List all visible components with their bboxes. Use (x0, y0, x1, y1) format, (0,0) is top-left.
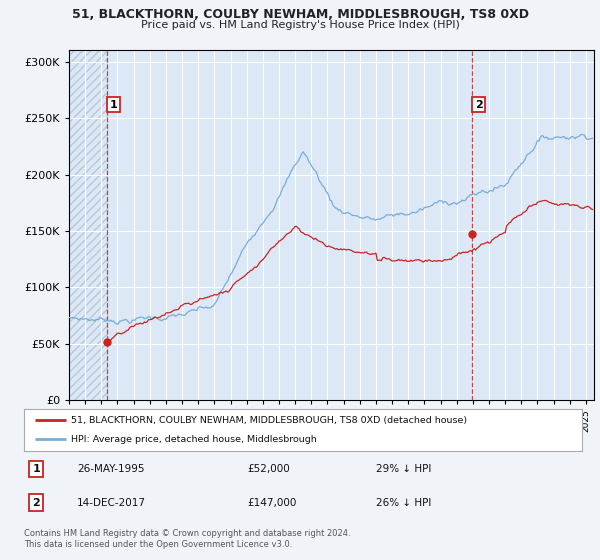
Text: 2: 2 (475, 100, 482, 110)
Text: 26-MAY-1995: 26-MAY-1995 (77, 464, 145, 474)
Text: 1: 1 (32, 464, 40, 474)
Text: 26% ↓ HPI: 26% ↓ HPI (376, 498, 431, 507)
Text: £52,000: £52,000 (247, 464, 290, 474)
Text: Contains HM Land Registry data © Crown copyright and database right 2024.
This d: Contains HM Land Registry data © Crown c… (24, 529, 350, 549)
Text: 14-DEC-2017: 14-DEC-2017 (77, 498, 146, 507)
Text: 29% ↓ HPI: 29% ↓ HPI (376, 464, 431, 474)
Text: HPI: Average price, detached house, Middlesbrough: HPI: Average price, detached house, Midd… (71, 435, 317, 444)
Text: 1: 1 (110, 100, 118, 110)
Text: £147,000: £147,000 (247, 498, 296, 507)
Text: Price paid vs. HM Land Registry's House Price Index (HPI): Price paid vs. HM Land Registry's House … (140, 20, 460, 30)
Text: 2: 2 (32, 498, 40, 507)
Text: 51, BLACKTHORN, COULBY NEWHAM, MIDDLESBROUGH, TS8 0XD (detached house): 51, BLACKTHORN, COULBY NEWHAM, MIDDLESBR… (71, 416, 467, 424)
Text: 51, BLACKTHORN, COULBY NEWHAM, MIDDLESBROUGH, TS8 0XD: 51, BLACKTHORN, COULBY NEWHAM, MIDDLESBR… (71, 8, 529, 21)
